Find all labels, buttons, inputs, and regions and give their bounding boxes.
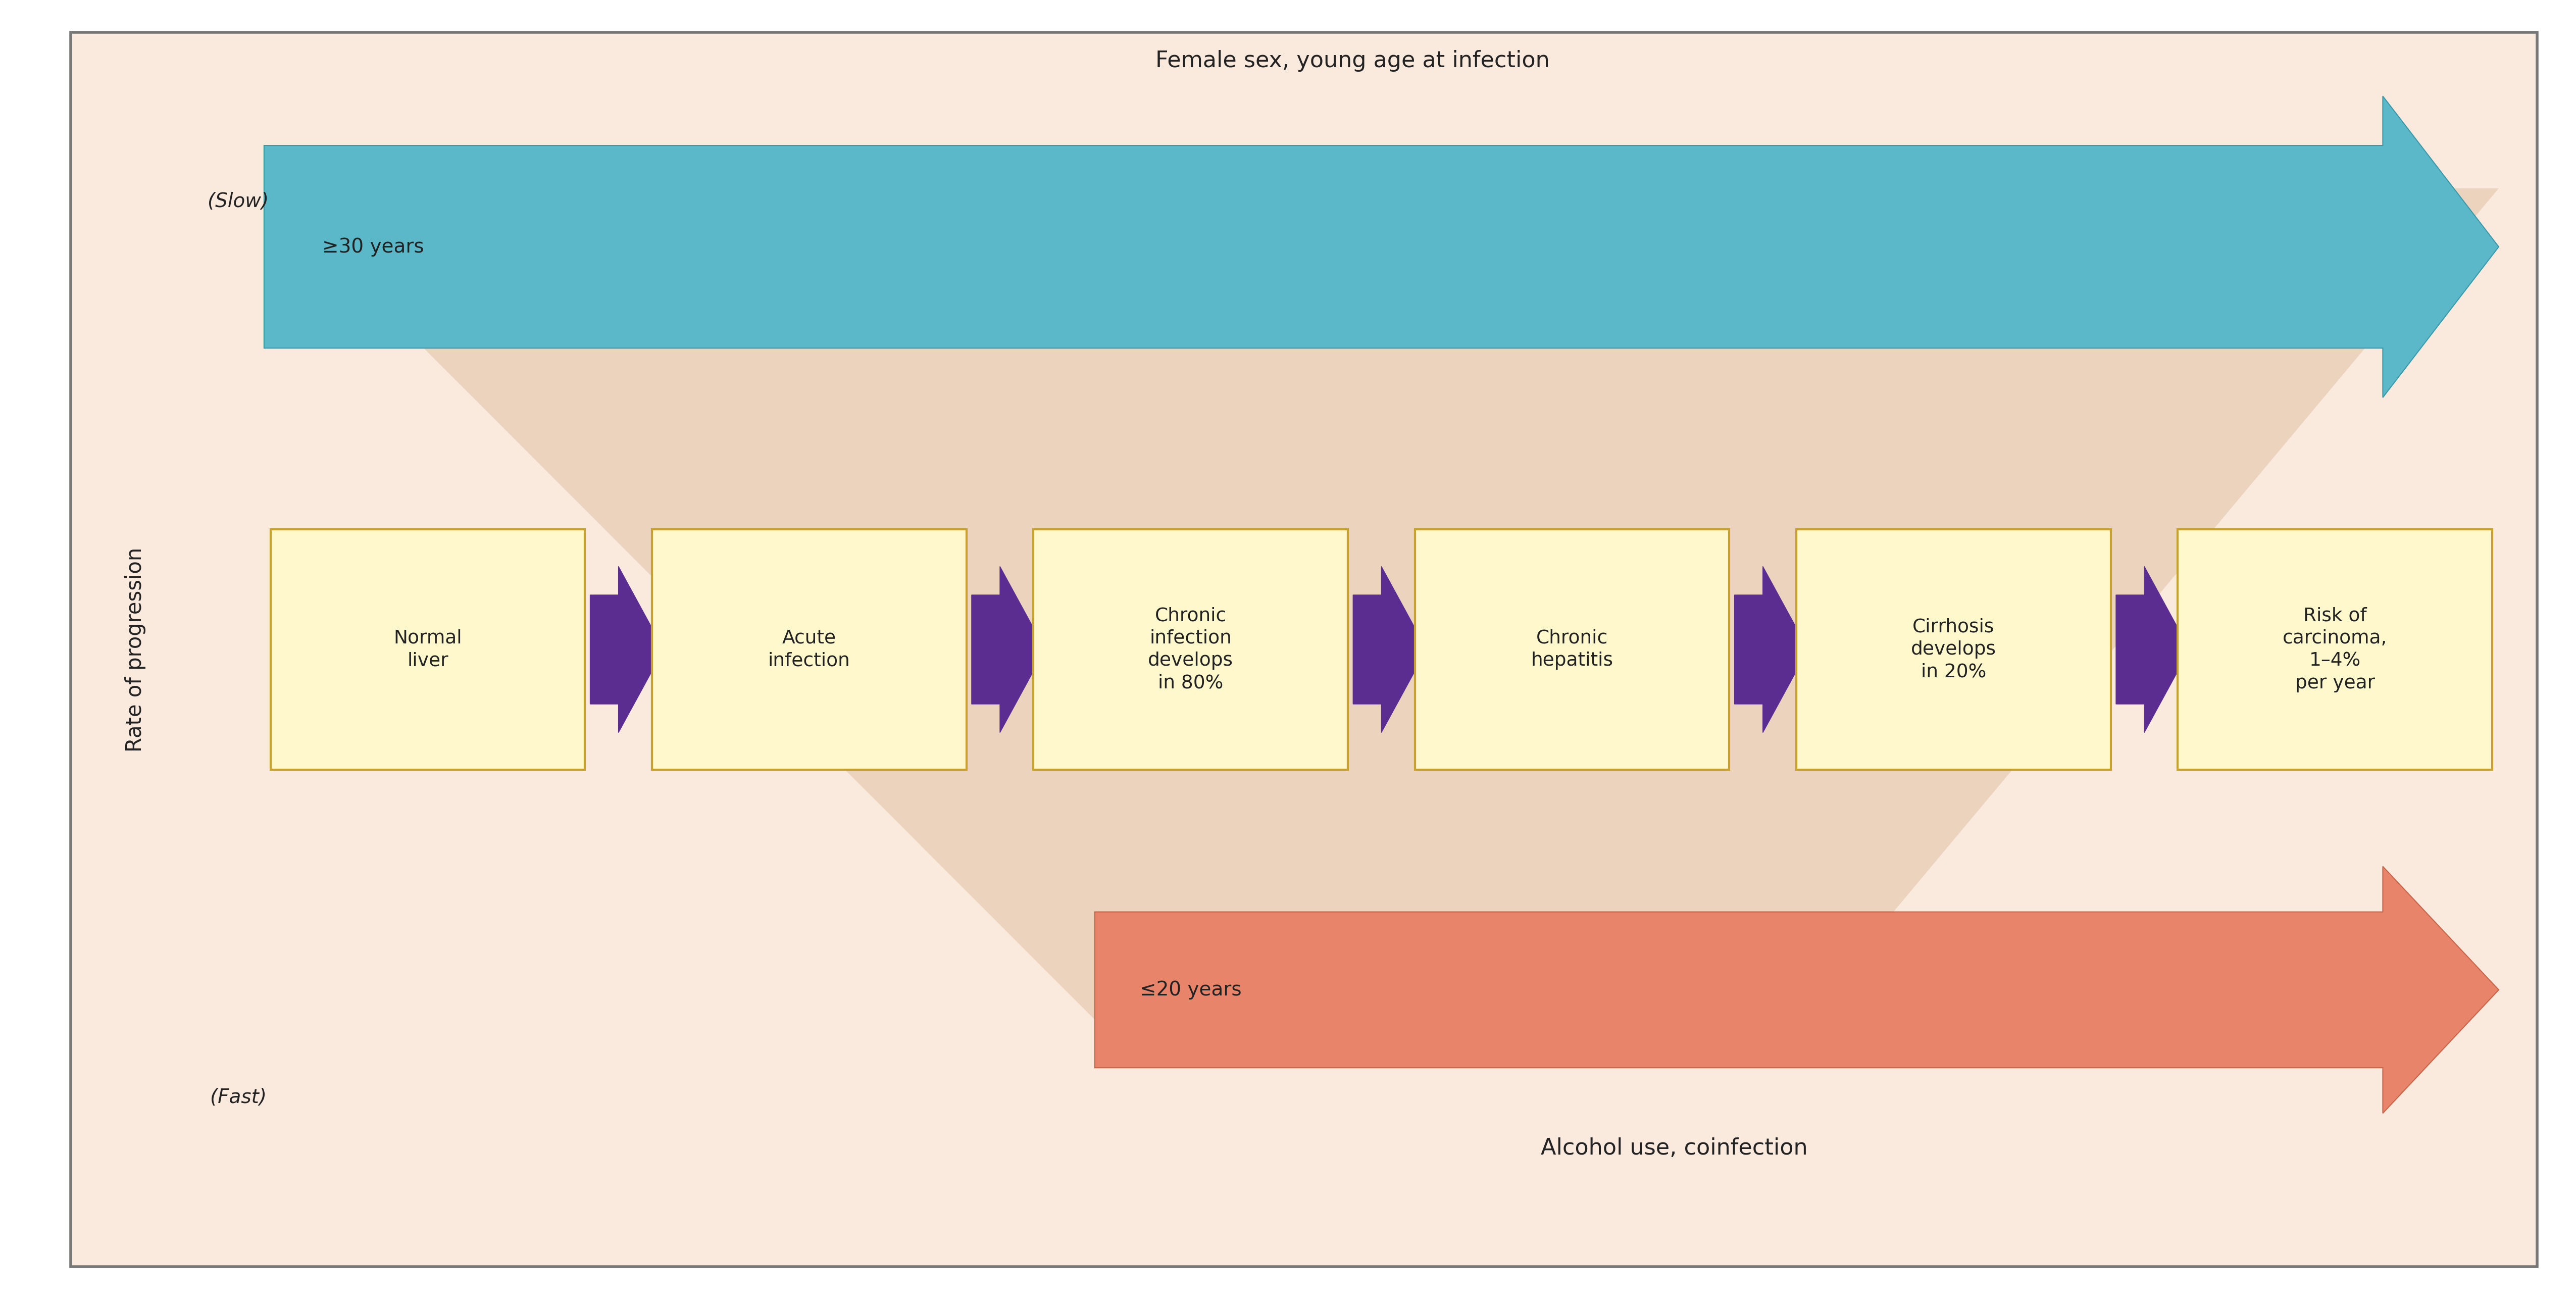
- Text: Rate of progression: Rate of progression: [124, 547, 147, 752]
- Text: Chronic
hepatitis: Chronic hepatitis: [1530, 629, 1613, 670]
- FancyBboxPatch shape: [1033, 530, 1347, 769]
- Text: Female sex, young age at infection: Female sex, young age at infection: [1154, 51, 1551, 71]
- FancyBboxPatch shape: [2177, 530, 2491, 769]
- FancyBboxPatch shape: [1795, 530, 2110, 769]
- Polygon shape: [1095, 866, 2499, 1113]
- FancyBboxPatch shape: [652, 530, 966, 769]
- Polygon shape: [1352, 566, 1427, 733]
- Polygon shape: [263, 188, 2499, 1020]
- Polygon shape: [2115, 566, 2190, 733]
- Text: ≥30 years: ≥30 years: [322, 238, 425, 256]
- Polygon shape: [1734, 566, 1808, 733]
- Polygon shape: [590, 566, 665, 733]
- FancyBboxPatch shape: [270, 530, 585, 769]
- FancyBboxPatch shape: [1414, 530, 1728, 769]
- Polygon shape: [263, 96, 2499, 397]
- Text: Cirrhosis
develops
in 20%: Cirrhosis develops in 20%: [1911, 618, 1996, 681]
- Text: Normal
liver: Normal liver: [394, 629, 461, 670]
- Text: Acute
infection: Acute infection: [768, 629, 850, 670]
- Text: Alcohol use, coinfection: Alcohol use, coinfection: [1540, 1138, 1808, 1159]
- Text: Chronic
infection
develops
in 80%: Chronic infection develops in 80%: [1149, 607, 1234, 692]
- Text: (Slow): (Slow): [209, 192, 268, 210]
- Text: Risk of
carcinoma,
1–4%
per year: Risk of carcinoma, 1–4% per year: [2282, 607, 2388, 692]
- Text: ≤20 years: ≤20 years: [1139, 981, 1242, 999]
- Polygon shape: [971, 566, 1046, 733]
- FancyBboxPatch shape: [70, 32, 2537, 1267]
- Text: (Fast): (Fast): [211, 1089, 265, 1107]
